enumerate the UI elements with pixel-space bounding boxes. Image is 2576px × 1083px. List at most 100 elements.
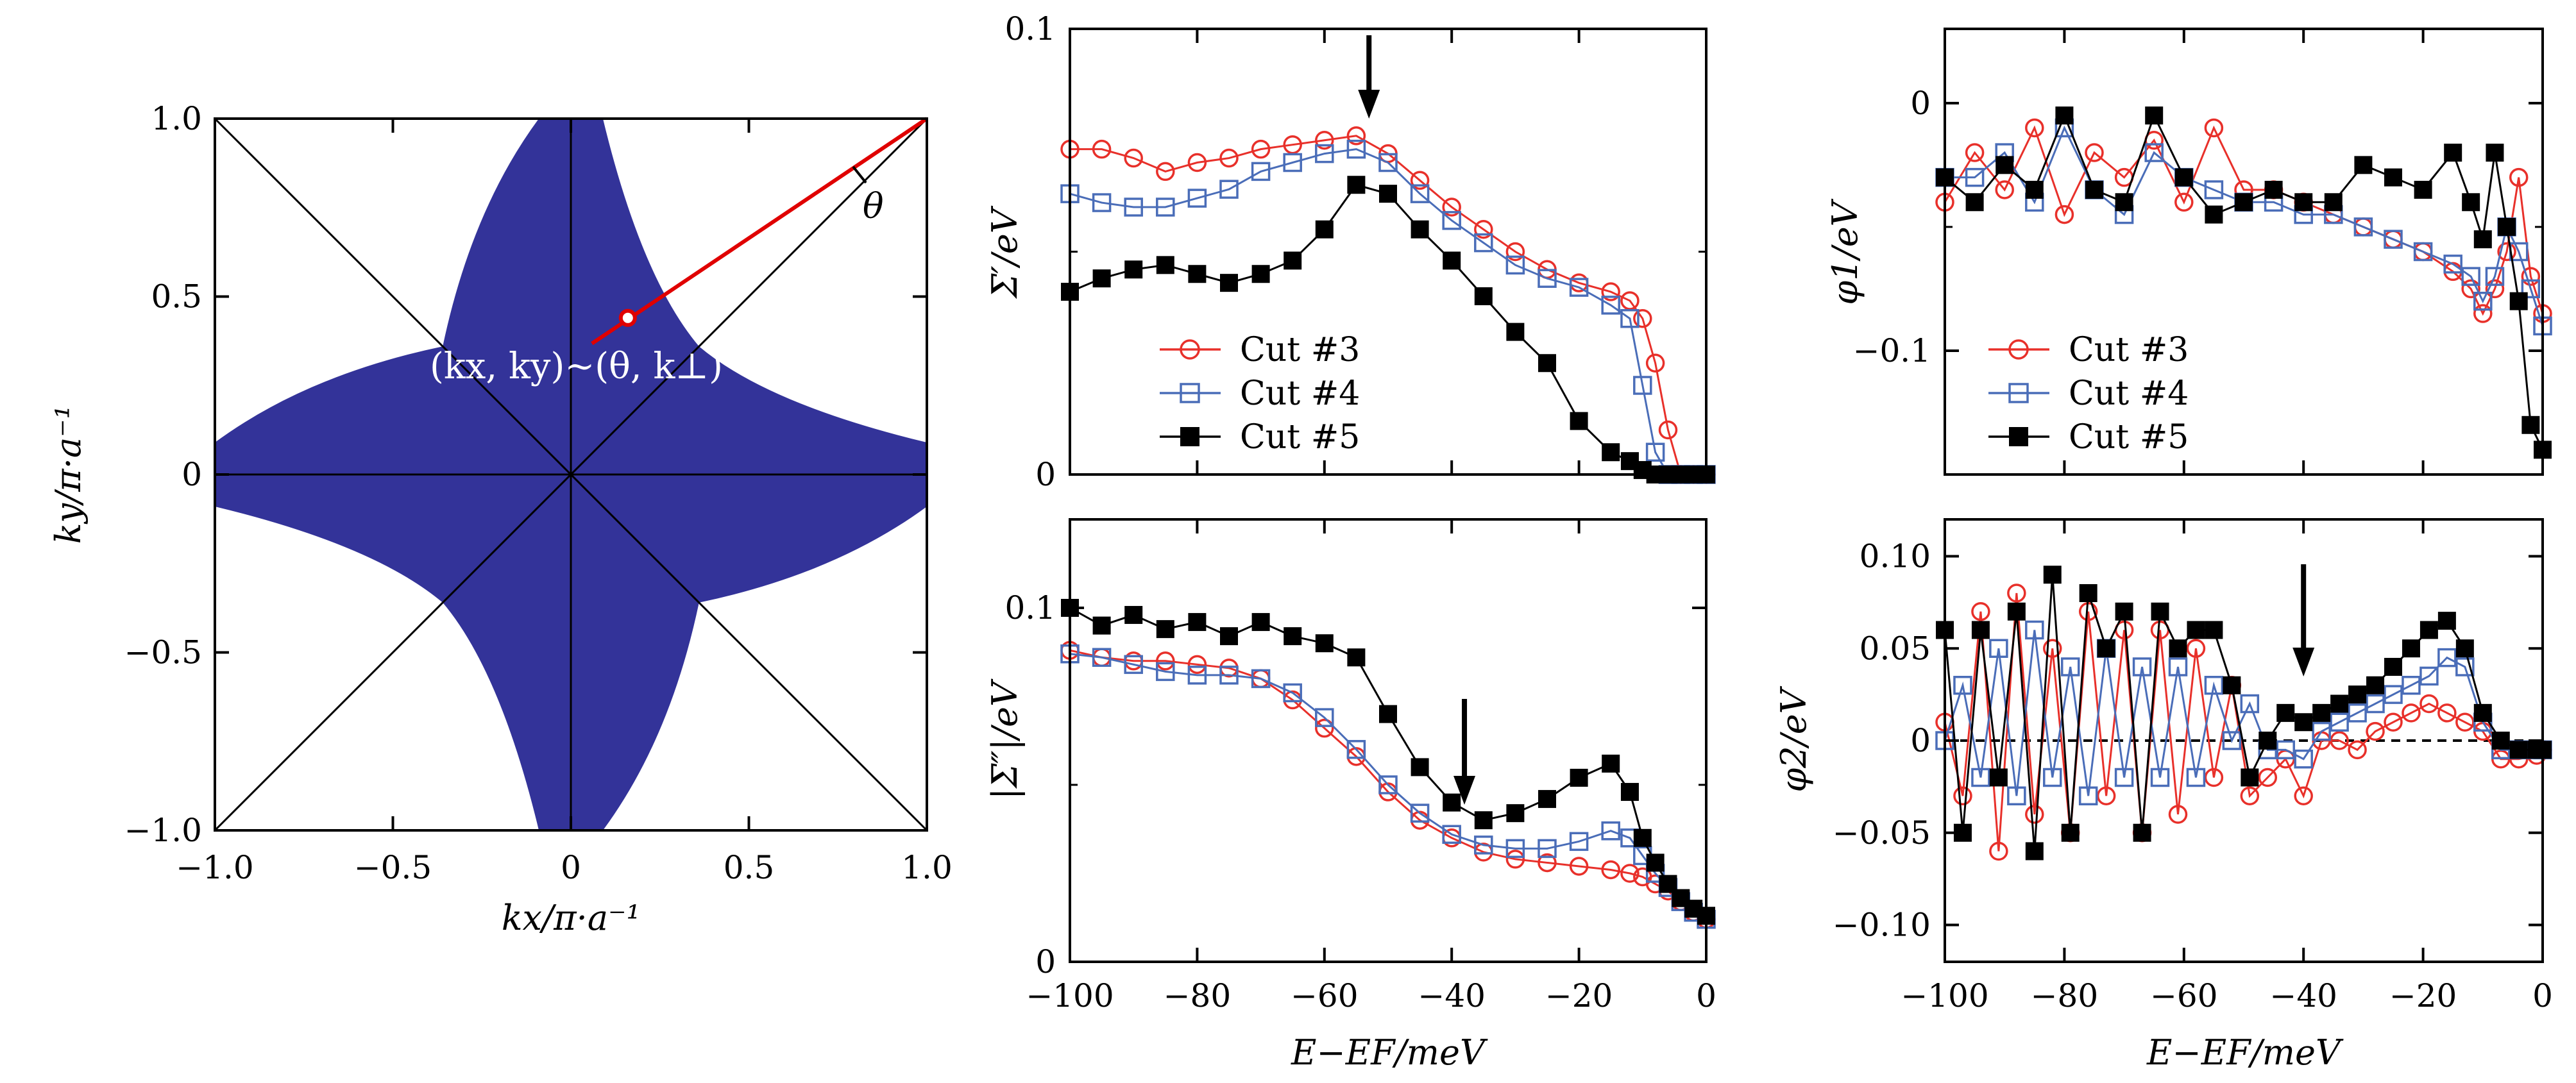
data-point-cut3 (1251, 139, 1271, 159)
data-point-cut5 (1506, 804, 1525, 823)
data-point-cut4 (1219, 666, 1239, 685)
data-point-cut5 (1188, 265, 1207, 283)
data-point-cut5 (2473, 230, 2492, 249)
sigma-real-frame (1069, 28, 1707, 476)
data-point-cut3 (2384, 712, 2403, 732)
phi2-y-axis-label: φ2/eV (1774, 685, 1814, 792)
data-point-cut4 (1187, 666, 1207, 685)
data-point-cut3 (2485, 279, 2505, 299)
y-tick-label: 0.1 (1004, 589, 1056, 626)
data-point-cut3 (1989, 841, 2008, 861)
phi2-series (1935, 566, 2552, 861)
phi1-series (1935, 106, 2552, 459)
x-tick-label: −60 (1291, 977, 1359, 1014)
data-point-cut5 (2025, 842, 2044, 861)
phi2-panel: 0.10 0.05 0 −0.05 −0.10 −100 −80 −60 −40 −20 0 φ2/… (1774, 518, 2553, 1073)
data-point-cut3 (1645, 353, 1665, 373)
data-point-cut4 (2366, 694, 2385, 714)
fs-y-tick-label: −0.5 (124, 634, 202, 671)
data-point-cut5 (1092, 269, 1111, 288)
data-point-cut5 (1379, 185, 1397, 203)
data-point-cut5 (1411, 758, 1429, 777)
data-point-cut5 (1538, 354, 1556, 373)
data-point-cut4 (2144, 143, 2164, 162)
data-point-cut5 (2085, 180, 2103, 199)
x-tick-label: −80 (2031, 977, 2099, 1014)
data-point-cut4 (2455, 657, 2475, 676)
data-point-cut4 (2413, 242, 2433, 262)
series-line-3 (1069, 649, 1707, 921)
data-point-cut5 (2151, 602, 2169, 621)
data-point-cut4 (2114, 768, 2134, 787)
data-point-cut4 (1538, 269, 1557, 288)
data-point-cut4 (2222, 731, 2242, 750)
data-point-cut5 (2486, 144, 2504, 162)
data-point-cut5 (1315, 220, 1334, 239)
phi2-x-axis-label: E−EF/meV (2146, 1032, 2344, 1073)
data-point-cut3 (2402, 703, 2421, 723)
data-point-cut3 (2007, 583, 2026, 603)
legend-label: Cut #5 (1240, 418, 1360, 457)
data-point-cut4 (1474, 233, 1493, 253)
fs-annotation: (kx, ky)~(θ, k⊥) (430, 346, 723, 387)
y-tick-label: −0.10 (1833, 907, 1931, 944)
data-point-cut3 (2085, 143, 2104, 162)
fs-angle-arc (852, 165, 867, 184)
data-point-cut5 (2009, 427, 2028, 446)
data-point-cut5 (1251, 613, 1270, 632)
data-point-cut5 (2055, 106, 2074, 125)
data-point-cut4 (1124, 197, 1143, 217)
data-point-cut5 (1672, 889, 1690, 907)
data-point-cut4 (1251, 669, 1271, 689)
data-point-cut4 (1092, 193, 1112, 212)
data-point-cut4 (1410, 803, 1430, 823)
phi2-ticks: 0.10 0.05 0 −0.05 −0.10 −100 −80 −60 −40 −20 0 (1833, 519, 2553, 1014)
series-line-4 (1944, 630, 2543, 796)
data-point-cut3 (1505, 850, 1525, 869)
data-point-cut5 (1124, 606, 1143, 625)
data-point-cut3 (1156, 162, 1175, 181)
data-point-cut4 (2330, 712, 2349, 732)
legend-label: Cut #3 (2069, 331, 2189, 369)
data-point-cut5 (1989, 768, 2008, 787)
data-point-cut5 (1620, 783, 1639, 802)
y-tick-label: 0 (1910, 722, 1931, 759)
data-point-cut4 (1569, 278, 1589, 297)
x-tick-label: −20 (1545, 977, 1613, 1014)
fs-x-tick-label: −1.0 (176, 849, 253, 886)
data-point-cut5 (2258, 732, 2277, 750)
data-point-cut5 (2169, 639, 2187, 658)
data-point-cut5 (2437, 612, 2456, 630)
fs-diagonals (214, 117, 928, 832)
data-point-cut5 (2205, 621, 2223, 639)
data-point-cut5 (2402, 639, 2420, 658)
sigma-imag-frame (1069, 518, 1707, 963)
data-point-cut4 (1989, 639, 2008, 658)
data-point-cut4 (2060, 657, 2080, 676)
legend-label: Cut #4 (2069, 374, 2189, 413)
data-point-cut5 (1443, 251, 1461, 270)
data-point-cut3 (2455, 712, 2475, 732)
data-point-cut3 (1601, 860, 1620, 880)
data-point-cut4 (1633, 376, 1652, 395)
series-line-3 (1944, 592, 2544, 852)
data-point-cut4 (1283, 683, 1302, 703)
data-point-cut4 (1965, 167, 1985, 187)
sigma-real-series (1060, 126, 1716, 484)
data-point-cut5 (2241, 768, 2259, 787)
data-point-cut5 (1156, 256, 1174, 274)
data-point-cut4 (1283, 153, 1302, 172)
data-point-cut3 (1442, 197, 1461, 217)
data-point-cut4 (2443, 255, 2462, 274)
data-point-cut4 (2150, 768, 2170, 787)
data-point-cut4 (2078, 786, 2098, 805)
data-point-cut3 (1620, 864, 1640, 883)
data-point-cut4 (1538, 839, 1557, 859)
data-point-cut5 (2097, 639, 2115, 658)
arrow-head (1453, 776, 1476, 805)
data-point-cut5 (1188, 613, 1207, 632)
data-point-cut5 (1124, 260, 1143, 279)
data-point-cut4 (1156, 197, 1175, 217)
data-point-cut3 (2366, 721, 2385, 741)
fs-y-tick-label: 0.5 (151, 278, 202, 315)
